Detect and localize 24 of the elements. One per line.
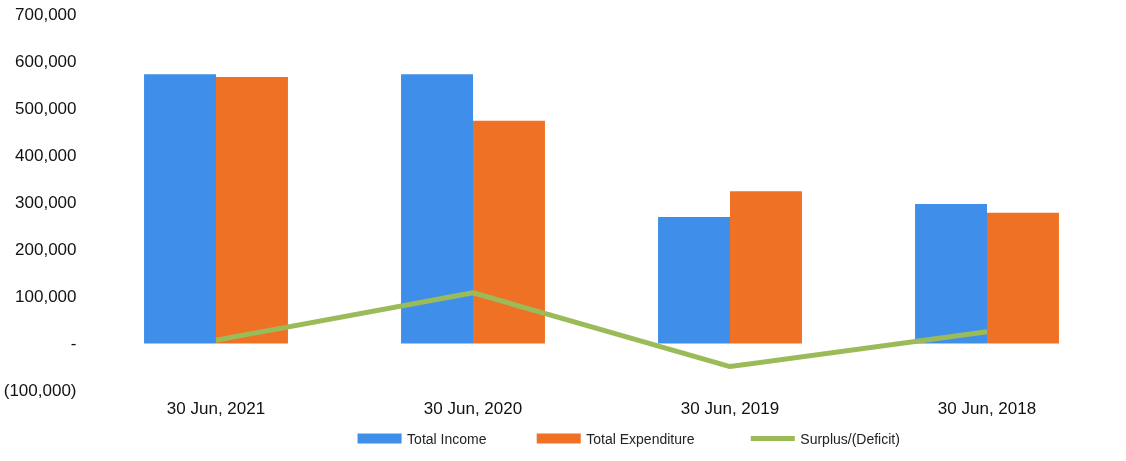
bar <box>987 212 1059 344</box>
bar <box>473 120 545 344</box>
bar <box>216 77 288 344</box>
y-tick-label: 200,000 <box>15 240 77 259</box>
bar <box>401 74 473 344</box>
x-tick-label: 30 Jun, 2021 <box>166 398 266 418</box>
y-tick-label: 400,000 <box>15 146 77 165</box>
y-tick-label: 300,000 <box>15 193 77 212</box>
bar <box>730 191 802 344</box>
y-tick-label: 600,000 <box>15 52 77 71</box>
y-tick-label: 500,000 <box>15 99 77 118</box>
legend-label: Surplus/(Deficit) <box>800 430 900 447</box>
bar <box>915 203 987 344</box>
legend-label: Total Expenditure <box>586 430 695 447</box>
y-tick-label: 700,000 <box>15 5 77 24</box>
x-tick-label: 30 Jun, 2020 <box>423 398 523 418</box>
legend-label: Total Income <box>407 430 487 447</box>
x-tick-label: 30 Jun, 2019 <box>680 398 780 418</box>
y-tick-label: (100,000) <box>3 381 77 400</box>
y-tick-label: - <box>70 334 77 353</box>
y-tick-label: 100,000 <box>15 287 77 306</box>
bar <box>144 74 216 344</box>
x-tick-label: 30 Jun, 2018 <box>937 398 1037 418</box>
bar <box>658 217 730 344</box>
